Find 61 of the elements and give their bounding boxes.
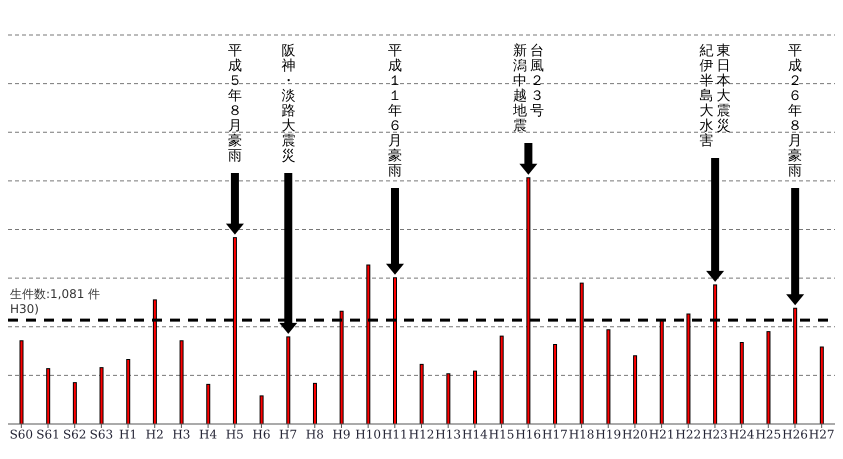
x-tick-label: H17 [542, 428, 568, 442]
bar [312, 382, 317, 424]
x-tick-label: H23 [702, 428, 728, 442]
x-tick-label: H3 [172, 428, 190, 442]
bar [286, 336, 290, 424]
x-tick-label: S60 [10, 428, 34, 442]
text: 紀伊半島大水害 [700, 43, 714, 149]
bar [740, 342, 744, 424]
annotation: 生件数:1,081 件 [10, 287, 100, 302]
x-tick-label: H15 [488, 428, 514, 442]
bar [260, 395, 264, 424]
text: 平成２６年８月豪雨 [788, 43, 802, 179]
x-tick-label: H14 [462, 428, 488, 442]
x-tick-label: H21 [648, 428, 674, 442]
text: 東日本大震災 [716, 43, 731, 134]
x-tick-label: H16 [515, 428, 542, 442]
text: 平成５年８月豪雨 [228, 43, 242, 164]
bar [606, 329, 610, 424]
bar [766, 331, 770, 424]
bar [206, 384, 210, 424]
x-tick-label: S62 [62, 428, 86, 442]
bar [180, 340, 184, 424]
bar [46, 368, 50, 424]
x-tick-label: H20 [622, 428, 648, 442]
x-tick-label: H18 [568, 428, 594, 442]
x-tick-label: H8 [306, 428, 324, 442]
x-tick-label: H5 [226, 428, 244, 442]
x-tick-label: H24 [728, 428, 755, 442]
x-tick-label: H9 [332, 428, 351, 442]
x-tick-label: H13 [435, 428, 462, 442]
bar [473, 370, 478, 424]
x-tick-label: H22 [675, 428, 702, 442]
x-tick-label: H25 [755, 428, 782, 442]
text: 台風２３号 [530, 43, 544, 119]
bar [420, 364, 424, 424]
bar [100, 367, 104, 424]
bar [20, 340, 24, 424]
x-tick-label: H10 [355, 428, 382, 442]
x-tick-label: H2 [146, 428, 164, 442]
bar [446, 373, 450, 424]
x-tick-label: H11 [382, 428, 408, 442]
x-tick-label: S63 [90, 428, 114, 442]
x-tick-label: H4 [199, 428, 218, 442]
text: 阪神・淡路大震災 [281, 43, 296, 164]
x-tick-label: H26 [782, 428, 808, 442]
text: 新潟中越地震 [512, 43, 527, 134]
x-tick-label: H1 [118, 428, 138, 442]
bar [820, 346, 824, 424]
bar [633, 355, 638, 424]
x-tick-label: H12 [408, 428, 434, 442]
bar [126, 358, 130, 424]
bar [500, 336, 504, 424]
x-tick-label: H27 [808, 428, 835, 442]
annotation: H30) [10, 302, 39, 316]
x-tick-label: H7 [279, 428, 298, 442]
x-tick-label: H6 [252, 428, 270, 442]
bar [72, 382, 77, 424]
x-tick-label: S61 [36, 428, 60, 442]
bar [553, 344, 558, 424]
x-tick-label: H19 [595, 428, 622, 442]
text: 平成１１年６月豪雨 [388, 43, 402, 179]
